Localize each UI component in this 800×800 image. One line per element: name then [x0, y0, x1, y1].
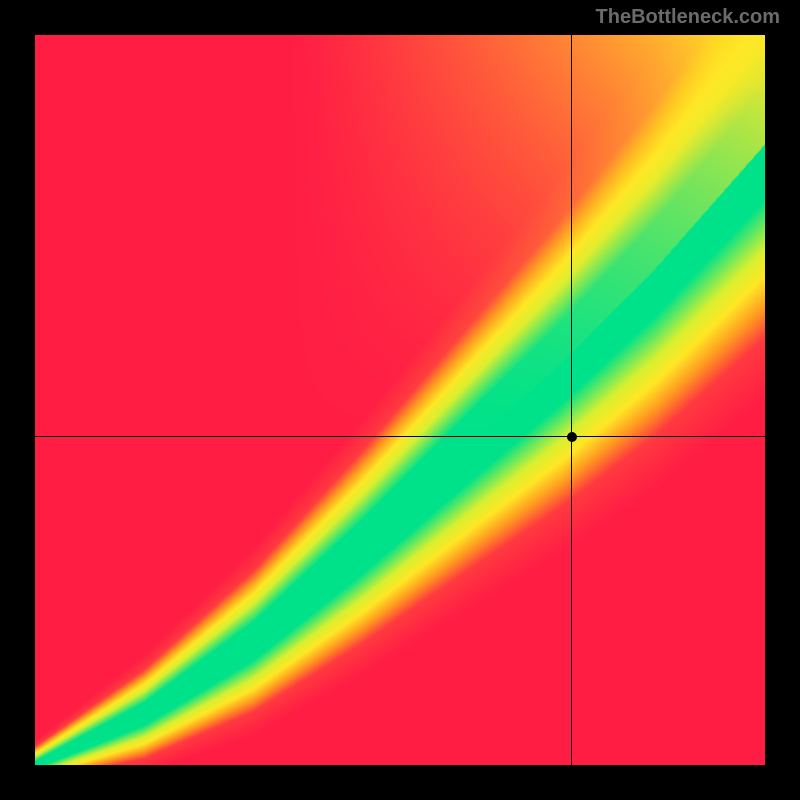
heatmap-canvas: [35, 35, 765, 765]
watermark-text: TheBottleneck.com: [596, 6, 780, 29]
marker-dot: [567, 432, 577, 442]
heatmap-area: [35, 35, 765, 765]
crosshair-horizontal: [35, 436, 765, 437]
crosshair-vertical: [571, 35, 572, 765]
chart-container: TheBottleneck.com: [0, 0, 800, 800]
plot-frame: [0, 0, 800, 800]
